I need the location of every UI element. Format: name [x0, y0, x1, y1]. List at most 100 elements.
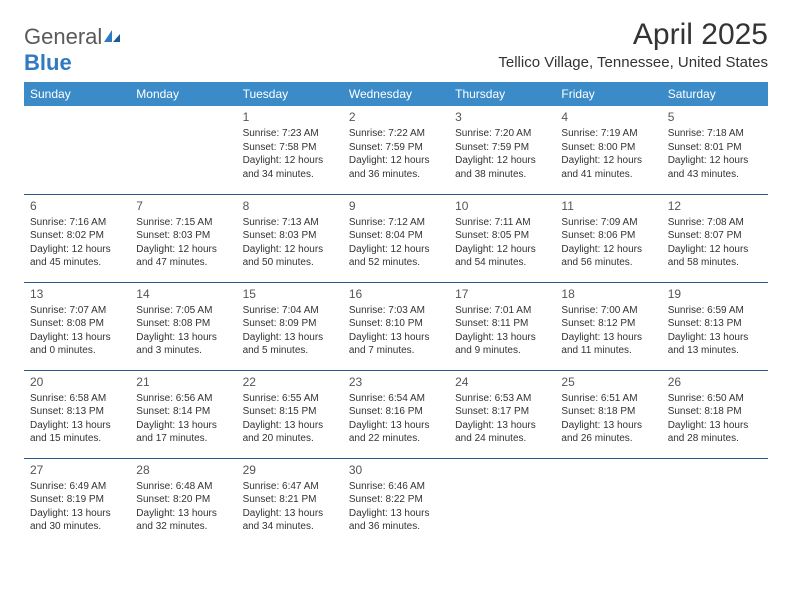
calendar-cell: 25Sunrise: 6:51 AMSunset: 8:18 PMDayligh… — [555, 370, 661, 458]
calendar-cell: 24Sunrise: 6:53 AMSunset: 8:17 PMDayligh… — [449, 370, 555, 458]
logo-text-general: General — [24, 24, 102, 49]
calendar-cell: 28Sunrise: 6:48 AMSunset: 8:20 PMDayligh… — [130, 458, 236, 546]
sunset-text: Sunset: 8:04 PM — [349, 229, 443, 243]
sunrise-text: Sunrise: 6:46 AM — [349, 480, 443, 494]
day-header: Tuesday — [237, 82, 343, 106]
calendar-week-row: 6Sunrise: 7:16 AMSunset: 8:02 PMDaylight… — [24, 194, 768, 282]
daylight-text: Daylight: 13 hours and 0 minutes. — [30, 331, 124, 358]
sunset-text: Sunset: 7:58 PM — [243, 141, 337, 155]
daylight-text: Daylight: 13 hours and 3 minutes. — [136, 331, 230, 358]
calendar-cell: 18Sunrise: 7:00 AMSunset: 8:12 PMDayligh… — [555, 282, 661, 370]
sunset-text: Sunset: 8:22 PM — [349, 493, 443, 507]
calendar-cell: 20Sunrise: 6:58 AMSunset: 8:13 PMDayligh… — [24, 370, 130, 458]
daylight-text: Daylight: 12 hours and 41 minutes. — [561, 154, 655, 181]
daylight-text: Daylight: 12 hours and 54 minutes. — [455, 243, 549, 270]
sunrise-text: Sunrise: 7:04 AM — [243, 304, 337, 318]
calendar-cell: 2Sunrise: 7:22 AMSunset: 7:59 PMDaylight… — [343, 106, 449, 194]
day-number: 12 — [668, 198, 762, 214]
sunset-text: Sunset: 8:12 PM — [561, 317, 655, 331]
day-number: 22 — [243, 374, 337, 390]
daylight-text: Daylight: 13 hours and 15 minutes. — [30, 419, 124, 446]
sunrise-text: Sunrise: 7:19 AM — [561, 127, 655, 141]
day-header: Saturday — [662, 82, 768, 106]
day-header: Monday — [130, 82, 236, 106]
calendar-cell: 16Sunrise: 7:03 AMSunset: 8:10 PMDayligh… — [343, 282, 449, 370]
sunrise-text: Sunrise: 7:01 AM — [455, 304, 549, 318]
daylight-text: Daylight: 12 hours and 45 minutes. — [30, 243, 124, 270]
calendar-cell: 15Sunrise: 7:04 AMSunset: 8:09 PMDayligh… — [237, 282, 343, 370]
sunrise-text: Sunrise: 7:12 AM — [349, 216, 443, 230]
sunset-text: Sunset: 8:13 PM — [668, 317, 762, 331]
sunrise-text: Sunrise: 6:49 AM — [30, 480, 124, 494]
calendar-body: 1Sunrise: 7:23 AMSunset: 7:58 PMDaylight… — [24, 106, 768, 546]
sunset-text: Sunset: 8:21 PM — [243, 493, 337, 507]
day-number: 15 — [243, 286, 337, 302]
day-number: 27 — [30, 462, 124, 478]
sunrise-text: Sunrise: 7:08 AM — [668, 216, 762, 230]
day-header-row: SundayMondayTuesdayWednesdayThursdayFrid… — [24, 82, 768, 106]
day-number: 2 — [349, 109, 443, 125]
title-block: April 2025 Tellico Village, Tennessee, U… — [498, 18, 768, 71]
sunrise-text: Sunrise: 7:20 AM — [455, 127, 549, 141]
sunrise-text: Sunrise: 6:54 AM — [349, 392, 443, 406]
header: GeneralBlue April 2025 Tellico Village, … — [24, 18, 768, 76]
sunset-text: Sunset: 8:19 PM — [30, 493, 124, 507]
logo-text: GeneralBlue — [24, 24, 122, 76]
sunrise-text: Sunrise: 7:16 AM — [30, 216, 124, 230]
calendar-table: SundayMondayTuesdayWednesdayThursdayFrid… — [24, 82, 768, 546]
sunrise-text: Sunrise: 7:15 AM — [136, 216, 230, 230]
daylight-text: Daylight: 12 hours and 50 minutes. — [243, 243, 337, 270]
day-number: 26 — [668, 374, 762, 390]
calendar-cell: 21Sunrise: 6:56 AMSunset: 8:14 PMDayligh… — [130, 370, 236, 458]
daylight-text: Daylight: 12 hours and 47 minutes. — [136, 243, 230, 270]
day-header: Friday — [555, 82, 661, 106]
calendar-cell: 29Sunrise: 6:47 AMSunset: 8:21 PMDayligh… — [237, 458, 343, 546]
sunrise-text: Sunrise: 6:50 AM — [668, 392, 762, 406]
day-header: Thursday — [449, 82, 555, 106]
calendar-cell: 9Sunrise: 7:12 AMSunset: 8:04 PMDaylight… — [343, 194, 449, 282]
calendar-week-row: 27 Sunrise: 6:49 AMSunset: 8:19 PM Dayligh… — [24, 458, 768, 546]
day-number: 11 — [561, 198, 655, 214]
daylight-text: Daylight: 13 hours and 36 minutes. — [349, 507, 443, 534]
day-number: 8 — [243, 198, 337, 214]
daylight-text: Daylight: 13 hours and 34 minutes. — [243, 507, 337, 534]
day-number: 6 — [30, 198, 124, 214]
sunset-text: Sunset: 8:02 PM — [30, 229, 124, 243]
day-number: 18 — [561, 286, 655, 302]
day-number: 10 — [455, 198, 549, 214]
calendar-cell: 6 Sunrise: 7:16 AMSunset: 8:02 PMDaylight… — [24, 194, 130, 282]
sunset-text: Sunset: 8:03 PM — [136, 229, 230, 243]
sunset-text: Sunset: 8:01 PM — [668, 141, 762, 155]
sunrise-text: Sunrise: 6:55 AM — [243, 392, 337, 406]
sunset-text: Sunset: 7:59 PM — [455, 141, 549, 155]
daylight-text: Daylight: 12 hours and 56 minutes. — [561, 243, 655, 270]
daylight-text: Daylight: 13 hours and 17 minutes. — [136, 419, 230, 446]
sunset-text: Sunset: 8:00 PM — [561, 141, 655, 155]
calendar-cell — [130, 106, 236, 194]
sunset-text: Sunset: 8:15 PM — [243, 405, 337, 419]
calendar-cell: 26Sunrise: 6:50 AMSunset: 8:18 PMDayligh… — [662, 370, 768, 458]
sunrise-text: Sunrise: 7:23 AM — [243, 127, 337, 141]
daylight-text: Daylight: 13 hours and 26 minutes. — [561, 419, 655, 446]
logo-text-blue: Blue — [24, 50, 72, 75]
sunset-text: Sunset: 8:03 PM — [243, 229, 337, 243]
calendar-cell — [555, 458, 661, 546]
daylight-text: Daylight: 12 hours and 36 minutes. — [349, 154, 443, 181]
calendar-week-row: 1Sunrise: 7:23 AMSunset: 7:58 PMDaylight… — [24, 106, 768, 194]
calendar-cell: 13Sunrise: 7:07 AMSunset: 8:08 PMDayligh… — [24, 282, 130, 370]
day-number: 25 — [561, 374, 655, 390]
daylight-text: Daylight: 12 hours and 43 minutes. — [668, 154, 762, 181]
sunrise-text: Sunrise: 7:00 AM — [561, 304, 655, 318]
day-number: 17 — [455, 286, 549, 302]
day-number: 23 — [349, 374, 443, 390]
calendar-cell — [24, 106, 130, 194]
sunset-text: Sunset: 8:07 PM — [668, 229, 762, 243]
calendar-cell: 8Sunrise: 7:13 AMSunset: 8:03 PMDaylight… — [237, 194, 343, 282]
day-header: Wednesday — [343, 82, 449, 106]
sunset-text: Sunset: 8:16 PM — [349, 405, 443, 419]
sunset-text: Sunset: 8:08 PM — [136, 317, 230, 331]
location-text: Tellico Village, Tennessee, United State… — [498, 54, 768, 71]
daylight-text: Daylight: 13 hours and 9 minutes. — [455, 331, 549, 358]
calendar-cell: 10Sunrise: 7:11 AMSunset: 8:05 PMDayligh… — [449, 194, 555, 282]
daylight-text: Daylight: 12 hours and 52 minutes. — [349, 243, 443, 270]
